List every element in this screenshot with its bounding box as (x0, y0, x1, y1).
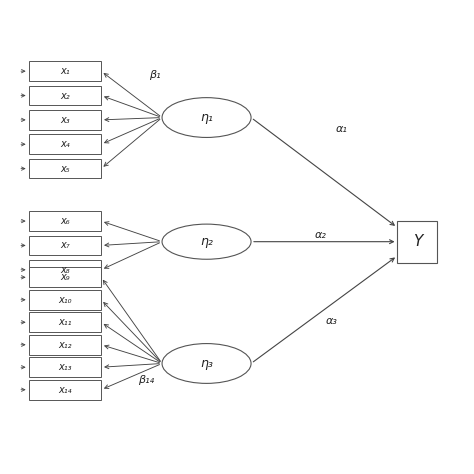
Text: x₃: x₃ (60, 115, 70, 125)
FancyBboxPatch shape (28, 290, 101, 310)
FancyBboxPatch shape (28, 135, 101, 154)
FancyBboxPatch shape (28, 211, 101, 231)
Text: η₂: η₂ (200, 235, 213, 248)
FancyBboxPatch shape (28, 335, 101, 355)
FancyBboxPatch shape (28, 110, 101, 130)
FancyBboxPatch shape (28, 159, 101, 178)
Text: x₁₃: x₁₃ (58, 362, 72, 372)
Text: x₅: x₅ (60, 164, 70, 173)
Text: x₁₂: x₁₂ (58, 340, 72, 350)
Text: β₁₄: β₁₄ (137, 375, 154, 385)
Text: Y: Y (413, 234, 422, 249)
Text: x₁: x₁ (60, 66, 70, 76)
Text: x₇: x₇ (60, 240, 70, 250)
FancyBboxPatch shape (397, 220, 437, 263)
FancyBboxPatch shape (28, 260, 101, 280)
Text: x₄: x₄ (60, 139, 70, 149)
Text: x₁₄: x₁₄ (58, 385, 72, 395)
Text: x₁₀: x₁₀ (58, 295, 72, 305)
FancyBboxPatch shape (28, 61, 101, 81)
Text: η₃: η₃ (200, 357, 213, 370)
Text: α₂: α₂ (314, 230, 326, 240)
FancyBboxPatch shape (28, 236, 101, 255)
Text: x₁₁: x₁₁ (58, 317, 72, 327)
Text: x₆: x₆ (60, 216, 70, 226)
Text: x₉: x₉ (60, 272, 70, 283)
Ellipse shape (162, 98, 251, 137)
FancyBboxPatch shape (28, 86, 101, 105)
Text: η₁: η₁ (200, 111, 213, 124)
FancyBboxPatch shape (28, 267, 101, 287)
Text: x₂: x₂ (60, 91, 70, 100)
Ellipse shape (162, 344, 251, 383)
Ellipse shape (162, 224, 251, 259)
Text: α₁: α₁ (336, 124, 347, 134)
FancyBboxPatch shape (28, 357, 101, 377)
FancyBboxPatch shape (28, 380, 101, 400)
Text: α₃: α₃ (326, 316, 338, 326)
Text: β₁: β₁ (149, 70, 161, 81)
FancyBboxPatch shape (28, 312, 101, 332)
Text: x₈: x₈ (60, 265, 70, 275)
